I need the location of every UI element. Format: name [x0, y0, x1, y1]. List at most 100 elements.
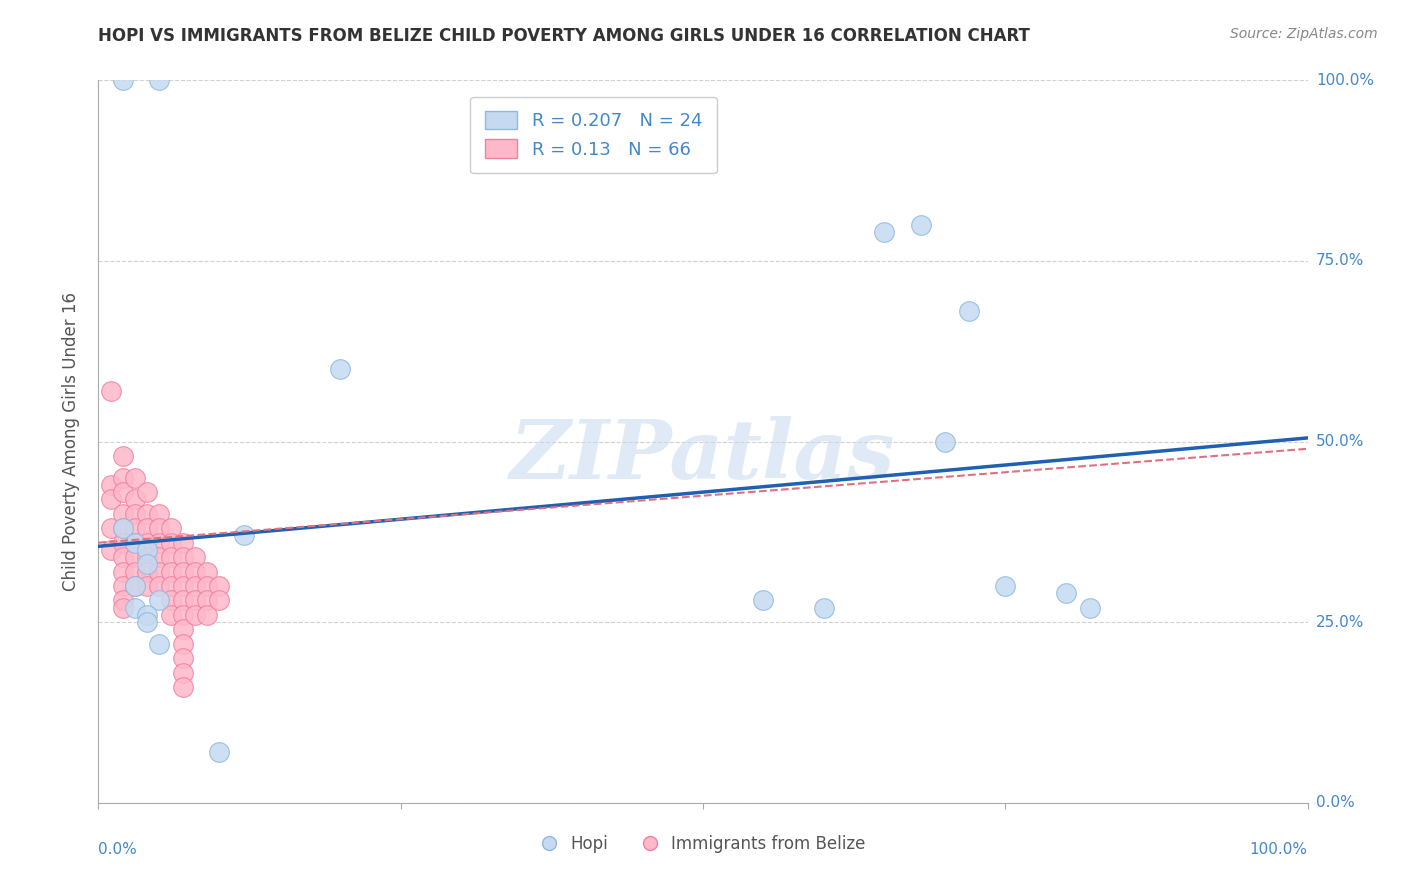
Point: [160, 535, 183, 549]
Point: [873, 225, 896, 239]
Point: [111, 565, 134, 579]
Point: [100, 492, 122, 507]
Point: [135, 615, 157, 630]
Point: [184, 593, 207, 607]
Point: [232, 528, 254, 542]
Point: [100, 542, 122, 557]
Point: [160, 521, 183, 535]
Point: [135, 558, 157, 572]
Point: [172, 579, 194, 593]
Point: [135, 579, 157, 593]
Point: [994, 579, 1017, 593]
Point: [1054, 586, 1077, 600]
Point: [111, 550, 134, 565]
Point: [100, 521, 122, 535]
Point: [910, 218, 932, 232]
Point: [208, 579, 231, 593]
Point: [172, 550, 194, 565]
Point: [111, 521, 134, 535]
Point: [160, 579, 183, 593]
Point: [135, 535, 157, 549]
Point: [208, 593, 231, 607]
Point: [100, 384, 122, 398]
Point: [148, 521, 170, 535]
Point: [111, 485, 134, 500]
Text: 75.0%: 75.0%: [1316, 253, 1364, 268]
Point: [184, 565, 207, 579]
Point: [124, 535, 146, 549]
Point: [124, 550, 146, 565]
Point: [111, 593, 134, 607]
Point: [172, 651, 194, 665]
Point: [135, 550, 157, 565]
Point: [184, 550, 207, 565]
Point: [160, 593, 183, 607]
Point: [813, 600, 835, 615]
Point: [135, 521, 157, 535]
Point: [172, 680, 194, 694]
Point: [100, 478, 122, 492]
Point: [148, 550, 170, 565]
Text: 100.0%: 100.0%: [1316, 73, 1374, 87]
Point: [172, 665, 194, 680]
Text: ZIPatlas: ZIPatlas: [510, 416, 896, 496]
Point: [148, 637, 170, 651]
Point: [184, 579, 207, 593]
Point: [135, 607, 157, 622]
Point: [148, 593, 170, 607]
Point: [172, 593, 194, 607]
Point: [124, 470, 146, 484]
Point: [124, 579, 146, 593]
Text: 0.0%: 0.0%: [98, 842, 138, 856]
Point: [148, 507, 170, 521]
Point: [111, 521, 134, 535]
Point: [124, 600, 146, 615]
Point: [111, 470, 134, 484]
Point: [195, 593, 218, 607]
Point: [148, 535, 170, 549]
Point: [160, 550, 183, 565]
Text: 25.0%: 25.0%: [1316, 615, 1364, 630]
Point: [957, 304, 980, 318]
Text: 0.0%: 0.0%: [1316, 796, 1354, 810]
Point: [135, 485, 157, 500]
Point: [135, 542, 157, 557]
Point: [124, 579, 146, 593]
Point: [111, 535, 134, 549]
Point: [184, 607, 207, 622]
Point: [111, 507, 134, 521]
Text: 50.0%: 50.0%: [1316, 434, 1364, 449]
Point: [329, 362, 352, 376]
Point: [934, 434, 956, 449]
Point: [172, 637, 194, 651]
Point: [124, 507, 146, 521]
Text: Source: ZipAtlas.com: Source: ZipAtlas.com: [1230, 27, 1378, 41]
Legend: Hopi, Immigrants from Belize: Hopi, Immigrants from Belize: [534, 828, 872, 860]
Point: [124, 535, 146, 549]
Point: [208, 745, 231, 759]
Point: [752, 593, 775, 607]
Point: [111, 579, 134, 593]
Point: [172, 623, 194, 637]
Y-axis label: Child Poverty Among Girls Under 16: Child Poverty Among Girls Under 16: [62, 292, 80, 591]
Point: [172, 607, 194, 622]
Point: [172, 535, 194, 549]
Point: [111, 600, 134, 615]
Point: [160, 565, 183, 579]
Point: [195, 579, 218, 593]
Point: [195, 607, 218, 622]
Point: [195, 565, 218, 579]
Point: [111, 449, 134, 463]
Point: [111, 73, 134, 87]
Text: HOPI VS IMMIGRANTS FROM BELIZE CHILD POVERTY AMONG GIRLS UNDER 16 CORRELATION CH: HOPI VS IMMIGRANTS FROM BELIZE CHILD POV…: [98, 27, 1031, 45]
Point: [148, 565, 170, 579]
Point: [124, 492, 146, 507]
Point: [124, 565, 146, 579]
Point: [135, 507, 157, 521]
Point: [1078, 600, 1101, 615]
Text: 100.0%: 100.0%: [1250, 842, 1308, 856]
Point: [160, 607, 183, 622]
Point: [135, 565, 157, 579]
Point: [124, 521, 146, 535]
Point: [148, 579, 170, 593]
